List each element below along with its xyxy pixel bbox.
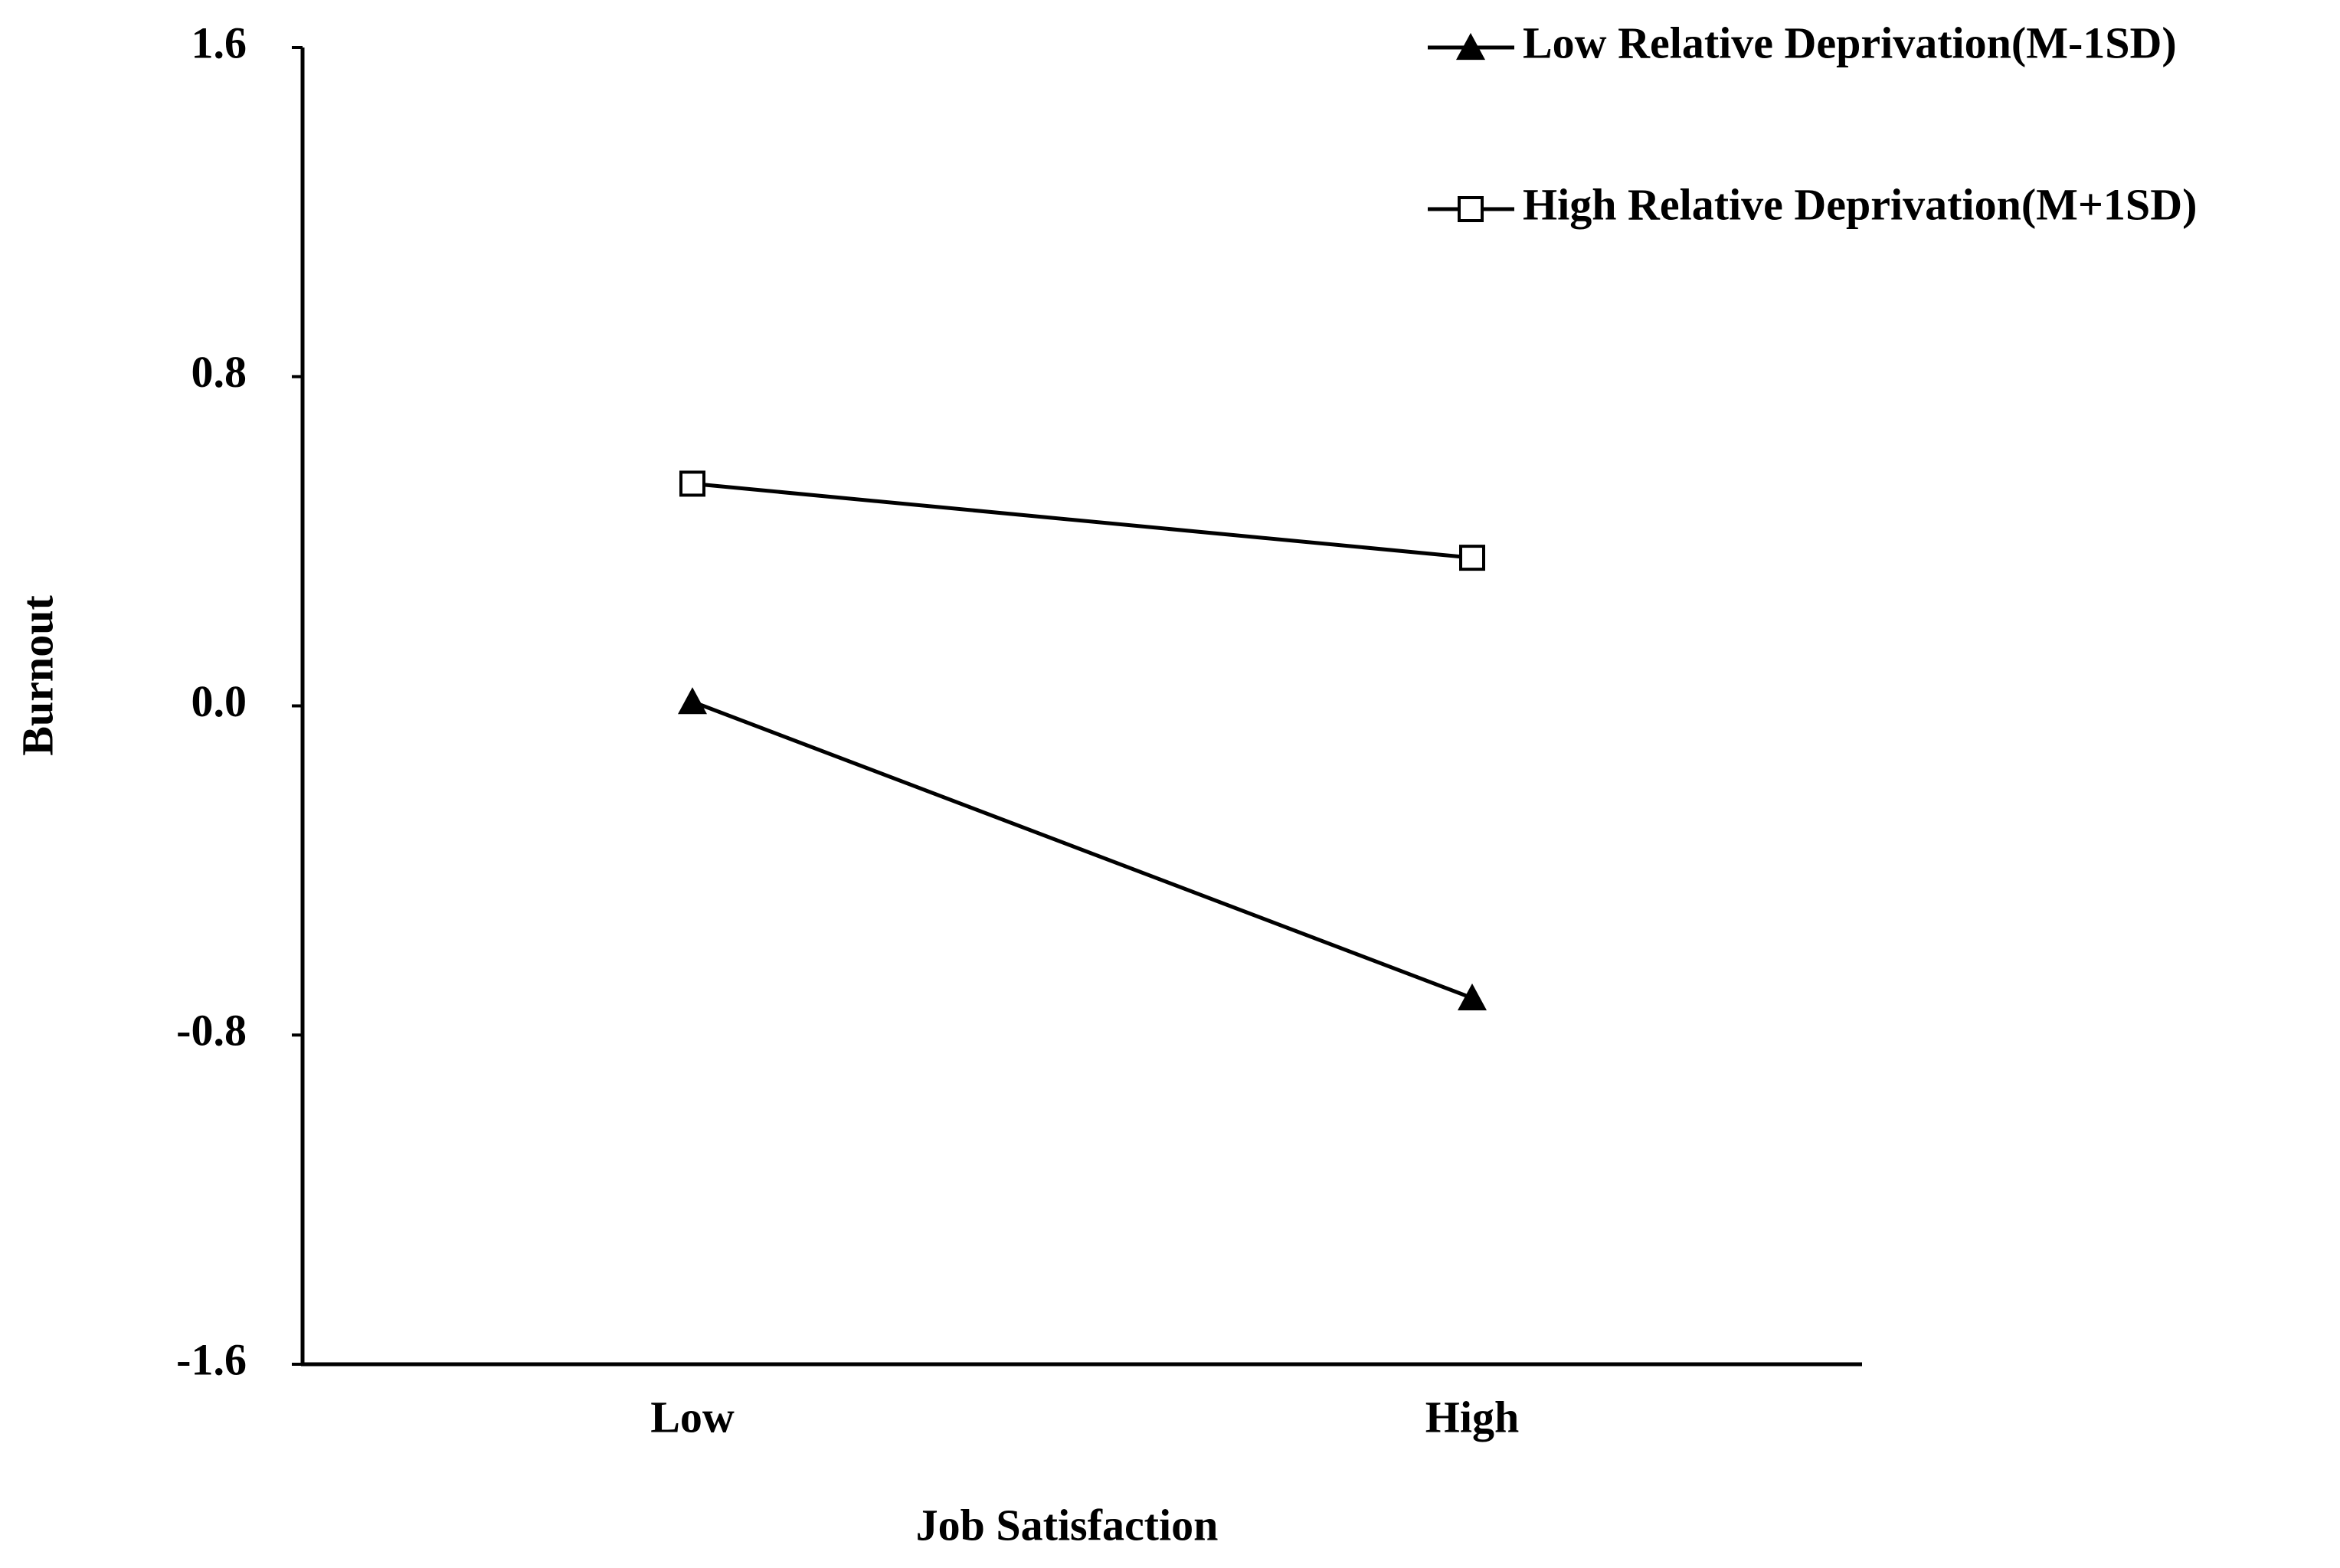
y-tick-label: -1.6 [176, 1334, 247, 1384]
legend-marker [1458, 196, 1484, 222]
y-tick-label: -0.8 [176, 1006, 247, 1056]
data-point [678, 687, 707, 715]
data-point [679, 470, 705, 497]
x-axis-label: Job Satisfaction [916, 1500, 1219, 1550]
legend-label: High Relative Deprivation(M+1SD) [1523, 179, 2197, 229]
data-point [1458, 983, 1487, 1011]
y-tick-label: 0.0 [191, 676, 247, 726]
x-tick-label: High [1425, 1392, 1520, 1442]
legend-label: Low Relative Deprivation(M-1SD) [1523, 18, 2177, 67]
y-axis-label: Burnout [12, 595, 62, 756]
x-tick-label: Low [650, 1392, 735, 1442]
legend-marker [1456, 33, 1485, 61]
series-line [692, 699, 1473, 1000]
series-line [692, 481, 1473, 560]
y-tick-label: 0.8 [191, 347, 247, 397]
data-point [1459, 545, 1485, 571]
y-tick-label: 1.6 [191, 18, 247, 67]
